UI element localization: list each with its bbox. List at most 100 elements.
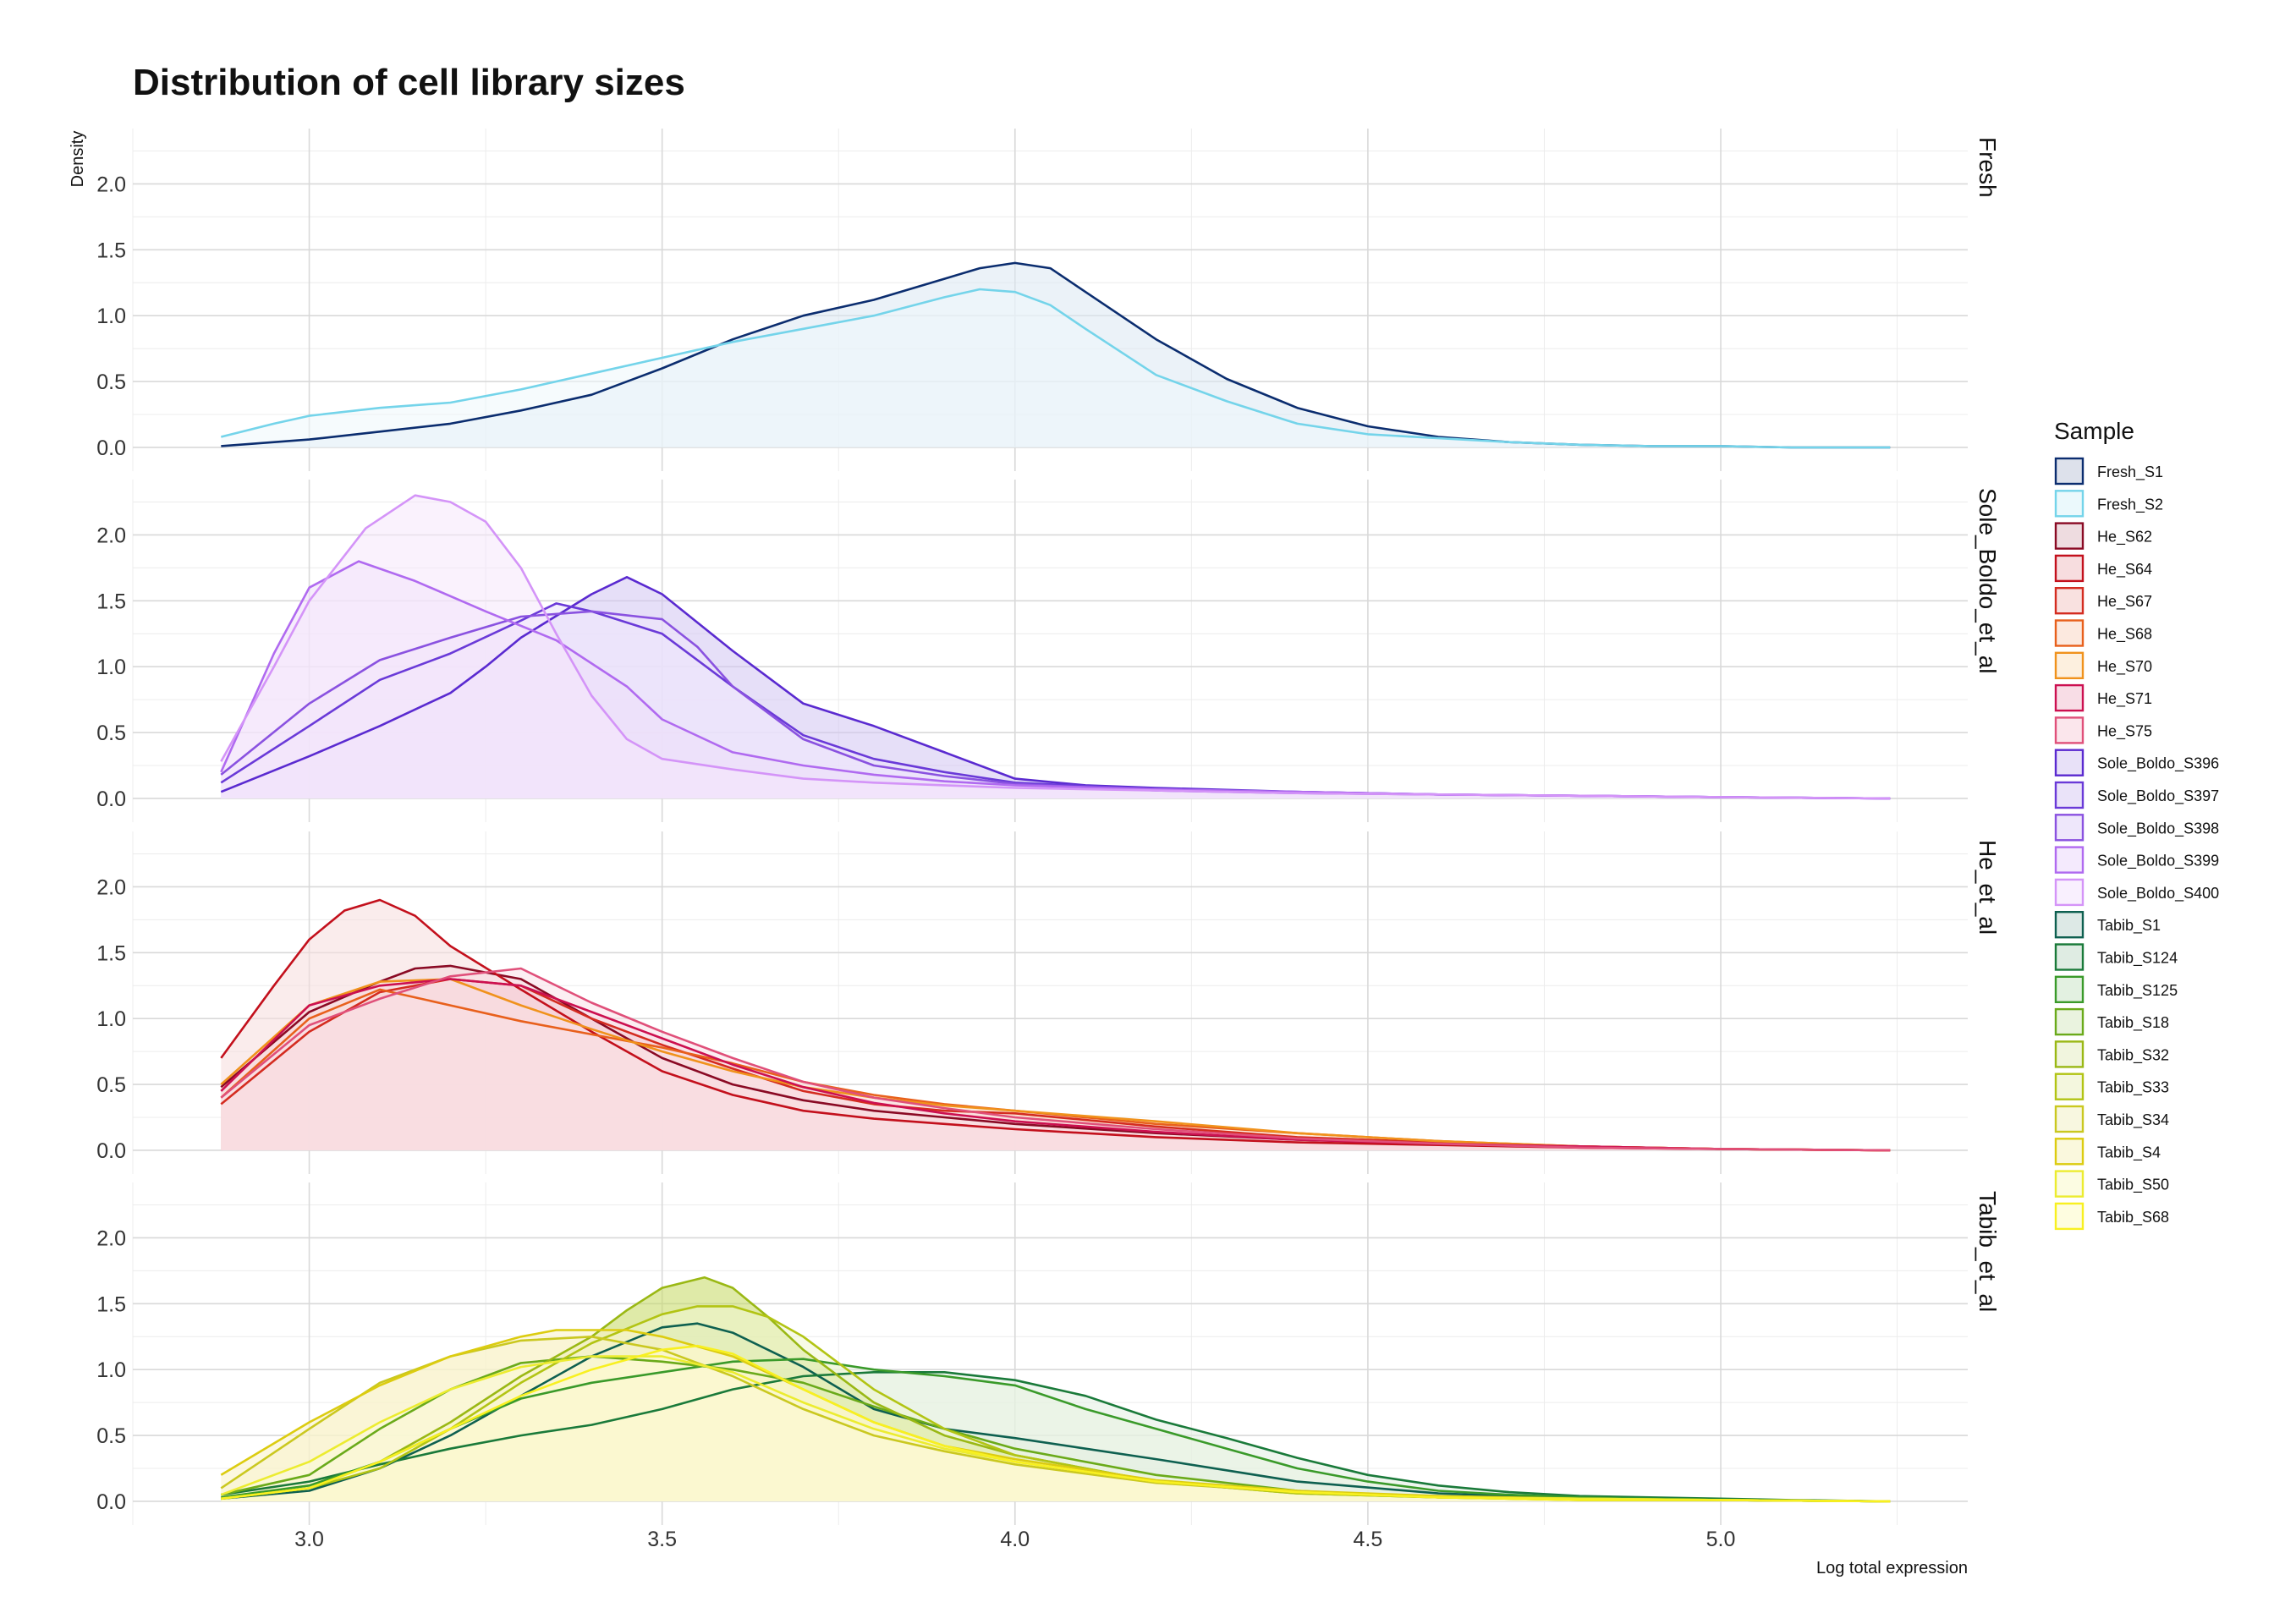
density-line-Tabib_S124 xyxy=(221,1371,1891,1503)
legend-item: Tabib_S32 xyxy=(2054,1040,2169,1068)
legend-key xyxy=(2054,846,2084,874)
legend-label: Sole_Boldo_S396 xyxy=(2097,755,2219,773)
legend-key xyxy=(2054,683,2084,712)
legend: Sample Fresh_S1 Fresh_S2 He_S62 He_S64 He_S6… xyxy=(2054,418,2219,1231)
legend-label: Tabib_S50 xyxy=(2097,1177,2169,1194)
legend-item: He_S67 xyxy=(2054,587,2152,615)
legend-key xyxy=(2054,1040,2084,1068)
legend-key xyxy=(2054,1105,2084,1133)
legend-key xyxy=(2054,878,2084,907)
legend-item: Tabib_S4 xyxy=(2054,1138,2161,1166)
legend-item: Tabib_S34 xyxy=(2054,1105,2169,1133)
density-fills xyxy=(221,495,1891,798)
legend-label: Tabib_S32 xyxy=(2097,1046,2169,1064)
legend-key xyxy=(2054,554,2084,583)
facet-strip-label: Sole_Boldo_et_al xyxy=(1975,488,2001,674)
legend-key xyxy=(2054,522,2084,550)
y-tick-label: 0.0 xyxy=(96,787,126,811)
legend-label: Tabib_S125 xyxy=(2097,982,2178,1000)
x-tick-label: 4.0 xyxy=(1000,1528,1030,1551)
legend-item: Sole_Boldo_S397 xyxy=(2054,781,2219,809)
legend-key xyxy=(2054,749,2084,776)
x-axis-ticks: 3.0 3.5 4.0 4.5 5.0 xyxy=(294,1528,1735,1551)
x-tick-label: 3.0 xyxy=(294,1528,324,1551)
panel-Sole_Boldo_et_al: 0.0 0.5 1.0 1.5 2.0 Sole_Boldo_et_al xyxy=(96,480,2001,822)
y-tick-label: 1.5 xyxy=(96,1292,126,1316)
facet-strip-label: Tabib_et_al xyxy=(1975,1191,2001,1312)
legend-key xyxy=(2054,716,2084,744)
density-line-Tabib_S4 xyxy=(220,1329,1891,1503)
y-tick-label: 2.0 xyxy=(96,173,126,196)
legend-item: Tabib_S124 xyxy=(2054,943,2178,971)
x-tick-label: 4.5 xyxy=(1354,1528,1383,1551)
panel-Tabib_et_al: 0.0 0.5 1.0 1.5 2.0 Tabib_et_al xyxy=(96,1182,2001,1525)
y-tick-label: 0.0 xyxy=(96,1139,126,1163)
legend-key xyxy=(2054,1138,2084,1166)
legend-key xyxy=(2054,975,2084,1004)
legend-item: He_S64 xyxy=(2054,554,2152,583)
legend-label: Tabib_S33 xyxy=(2097,1079,2169,1097)
density-line-Fresh_S2 xyxy=(220,288,1891,449)
legend-key xyxy=(2054,1170,2084,1198)
legend-item: He_S71 xyxy=(2054,683,2152,712)
legend-key xyxy=(2054,1202,2084,1231)
density-fills xyxy=(221,262,1891,447)
legend-key xyxy=(2054,781,2084,809)
legend-key xyxy=(2054,587,2084,615)
density-fills xyxy=(221,1277,1891,1501)
density-lines xyxy=(220,1276,1891,1503)
y-tick-label: 1.5 xyxy=(96,941,126,965)
legend-key xyxy=(2054,651,2084,679)
legend-item: Sole_Boldo_S398 xyxy=(2054,814,2219,842)
legend-key xyxy=(2054,943,2084,971)
legend-item: Tabib_S50 xyxy=(2054,1170,2169,1198)
density-area-Sole_Boldo_S400 xyxy=(221,495,1891,798)
legend-item: Fresh_S2 xyxy=(2054,490,2163,518)
legend-label: Sole_Boldo_S397 xyxy=(2097,787,2219,805)
legend-label: Fresh_S2 xyxy=(2097,496,2163,513)
density-lines xyxy=(220,494,1891,800)
legend-label: He_S68 xyxy=(2097,626,2152,644)
density-line-Tabib_S125 xyxy=(221,1358,1891,1503)
legend-item: He_S75 xyxy=(2054,716,2152,744)
y-tick-label: 1.0 xyxy=(96,1007,126,1031)
legend-item: He_S68 xyxy=(2054,619,2152,647)
legend-key xyxy=(2054,910,2084,939)
legend-label: Tabib_S4 xyxy=(2097,1144,2161,1161)
facet-panels: 0.0 0.5 1.0 1.5 2.0 Fresh 0.0 0.5 1.0 1.5 2.0 Sole_… xyxy=(96,129,2001,1525)
legend-label: Sole_Boldo_S399 xyxy=(2097,853,2219,870)
y-tick-label: 0.0 xyxy=(96,1490,126,1514)
legend-label: Tabib_S18 xyxy=(2097,1014,2169,1032)
density-line-Sole_Boldo_S400 xyxy=(220,494,1891,800)
legend-item: He_S70 xyxy=(2054,651,2152,679)
legend-title: Sample xyxy=(2054,418,2134,444)
legend-key xyxy=(2054,619,2084,647)
legend-key xyxy=(2054,457,2084,486)
density-area-He_S75 xyxy=(221,968,1891,1150)
legend-item: Tabib_S68 xyxy=(2054,1202,2169,1231)
facet-strip-label: He_et_al xyxy=(1975,840,2001,935)
y-axis-title: Density xyxy=(69,131,87,188)
x-tick-label: 3.5 xyxy=(647,1528,677,1551)
y-tick-label: 0.5 xyxy=(96,721,126,745)
y-tick-label: 0.0 xyxy=(96,436,126,460)
legend-label: Fresh_S1 xyxy=(2097,464,2163,481)
legend-item: Sole_Boldo_S396 xyxy=(2054,749,2219,776)
density-area-Tabib_S68 xyxy=(221,1346,1891,1501)
x-axis-title: Log total expression xyxy=(1816,1559,1968,1577)
panel-He_et_al: 0.0 0.5 1.0 1.5 2.0 He_et_al xyxy=(96,831,2001,1174)
legend-label: He_S62 xyxy=(2097,529,2152,546)
legend-label: Tabib_S124 xyxy=(2097,950,2178,968)
legend-item: Tabib_S33 xyxy=(2054,1073,2169,1100)
legend-item: Sole_Boldo_S400 xyxy=(2054,878,2219,907)
legend-label: He_S67 xyxy=(2097,593,2152,611)
legend-label: He_S64 xyxy=(2097,561,2152,579)
density-fills xyxy=(221,900,1891,1150)
legend-label: Sole_Boldo_S398 xyxy=(2097,820,2219,837)
legend-items: Fresh_S1 Fresh_S2 He_S62 He_S64 He_S67 He_S68… xyxy=(2054,457,2219,1231)
density-line-He_S64 xyxy=(220,898,1891,1152)
x-tick-label: 5.0 xyxy=(1706,1528,1736,1551)
legend-label: He_S75 xyxy=(2097,722,2152,740)
legend-item: Tabib_S1 xyxy=(2054,910,2161,939)
density-area-Fresh_S2 xyxy=(221,289,1891,447)
